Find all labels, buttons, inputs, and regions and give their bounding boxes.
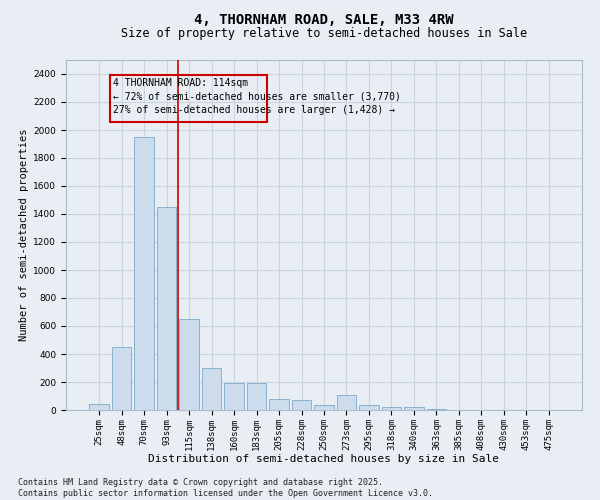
Bar bbox=[134, 137, 154, 410]
Bar bbox=[314, 405, 334, 410]
Bar bbox=[269, 399, 289, 410]
Bar bbox=[359, 405, 379, 410]
Bar bbox=[337, 394, 356, 410]
Bar bbox=[179, 319, 199, 410]
X-axis label: Distribution of semi-detached houses by size in Sale: Distribution of semi-detached houses by … bbox=[149, 454, 499, 464]
Bar bbox=[404, 407, 424, 410]
Text: ← 72% of semi-detached houses are smaller (3,770): ← 72% of semi-detached houses are smalle… bbox=[113, 92, 401, 102]
Text: 4, THORNHAM ROAD, SALE, M33 4RW: 4, THORNHAM ROAD, SALE, M33 4RW bbox=[194, 12, 454, 26]
Bar bbox=[112, 347, 131, 410]
Text: 4 THORNHAM ROAD: 114sqm: 4 THORNHAM ROAD: 114sqm bbox=[113, 78, 248, 88]
Bar bbox=[157, 207, 176, 410]
Bar bbox=[382, 407, 401, 410]
Bar bbox=[202, 368, 221, 410]
Text: Size of property relative to semi-detached houses in Sale: Size of property relative to semi-detach… bbox=[121, 28, 527, 40]
Bar bbox=[292, 400, 311, 410]
Bar bbox=[247, 384, 266, 410]
Bar bbox=[224, 384, 244, 410]
Text: Contains HM Land Registry data © Crown copyright and database right 2025.
Contai: Contains HM Land Registry data © Crown c… bbox=[18, 478, 433, 498]
Y-axis label: Number of semi-detached properties: Number of semi-detached properties bbox=[19, 128, 29, 341]
Bar bbox=[89, 404, 109, 410]
Text: 27% of semi-detached houses are larger (1,428) →: 27% of semi-detached houses are larger (… bbox=[113, 105, 395, 115]
